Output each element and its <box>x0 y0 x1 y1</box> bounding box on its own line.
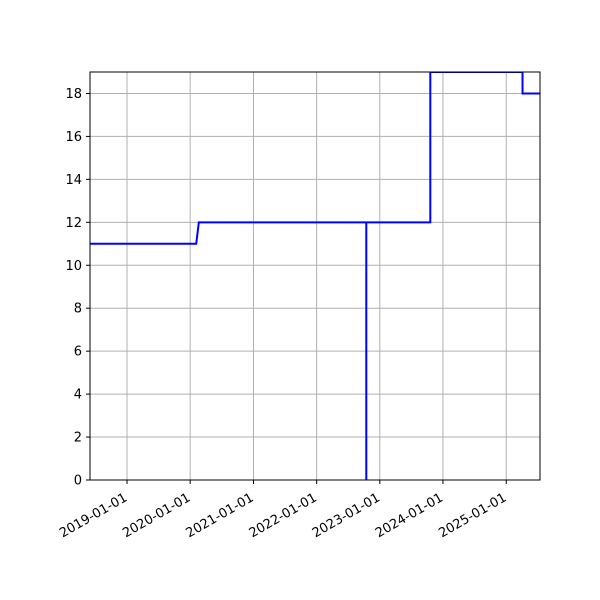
y-tick-label: 12 <box>65 216 82 231</box>
y-tick-label: 10 <box>65 259 82 274</box>
y-tick-label: 14 <box>65 173 82 188</box>
x-tick-label: 2022-01-01 <box>247 490 320 541</box>
y-tick-label: 2 <box>74 431 82 446</box>
y-tick-label: 8 <box>74 302 82 317</box>
y-tick-label: 6 <box>74 345 82 360</box>
x-tick-label: 2024-01-01 <box>373 490 446 541</box>
y-tick-label: 16 <box>65 130 82 145</box>
axes: 0 2 4 6 8 10 12 14 16 18 2019-01-012020-01-012021-… <box>57 87 509 541</box>
grid <box>90 72 540 481</box>
x-tick-label: 2020-01-01 <box>120 490 193 541</box>
series-layer <box>90 72 540 480</box>
y-tick-label: 0 <box>74 474 82 489</box>
y-tick-label: 18 <box>65 87 82 102</box>
series-line <box>90 72 540 480</box>
x-tick-label: 2021-01-01 <box>184 490 257 541</box>
x-tick-label: 2023-01-01 <box>310 490 383 541</box>
y-tick-label: 4 <box>74 388 82 403</box>
x-tick-label: 2019-01-01 <box>57 490 130 541</box>
x-tick-label: 2025-01-01 <box>436 490 509 541</box>
plot-frame <box>89 71 541 481</box>
